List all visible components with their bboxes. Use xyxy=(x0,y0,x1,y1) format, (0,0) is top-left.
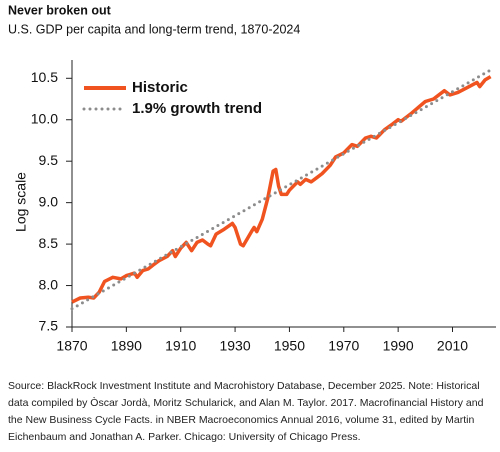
series-line xyxy=(70,68,493,311)
series-line xyxy=(71,75,492,304)
y-tick-label: 9.0 xyxy=(39,193,59,209)
y-tick-label: 8.0 xyxy=(39,276,59,292)
legend-label: 1.9% growth trend xyxy=(132,100,262,117)
y-axis-label: Log scale xyxy=(13,172,29,232)
chart-title: Never broken out xyxy=(8,3,112,17)
x-tick-label: 1930 xyxy=(219,338,250,354)
chart: Never broken out U.S. GDP per capita and… xyxy=(8,3,496,354)
x-tick-label: 1990 xyxy=(383,338,414,354)
x-tick-label: 2010 xyxy=(437,338,468,354)
y-tick-label: 9.5 xyxy=(39,152,59,168)
x-tick-label: 1950 xyxy=(274,338,305,354)
y-tick-label: 10.5 xyxy=(31,69,58,85)
x-tick-label: 1870 xyxy=(56,338,87,354)
y-tick-label: 7.5 xyxy=(39,318,59,334)
x-tick-label: 1890 xyxy=(111,338,142,354)
chart-subtitle: U.S. GDP per capita and long-term trend,… xyxy=(8,22,300,36)
x-tick-label: 1910 xyxy=(165,338,196,354)
source-note: Source: BlackRock Investment Institute a… xyxy=(8,380,484,443)
y-tick-label: 10.0 xyxy=(31,110,58,126)
y-tick-label: 8.5 xyxy=(39,235,59,251)
legend-label: Historic xyxy=(132,79,188,96)
x-tick-label: 1970 xyxy=(328,338,359,354)
